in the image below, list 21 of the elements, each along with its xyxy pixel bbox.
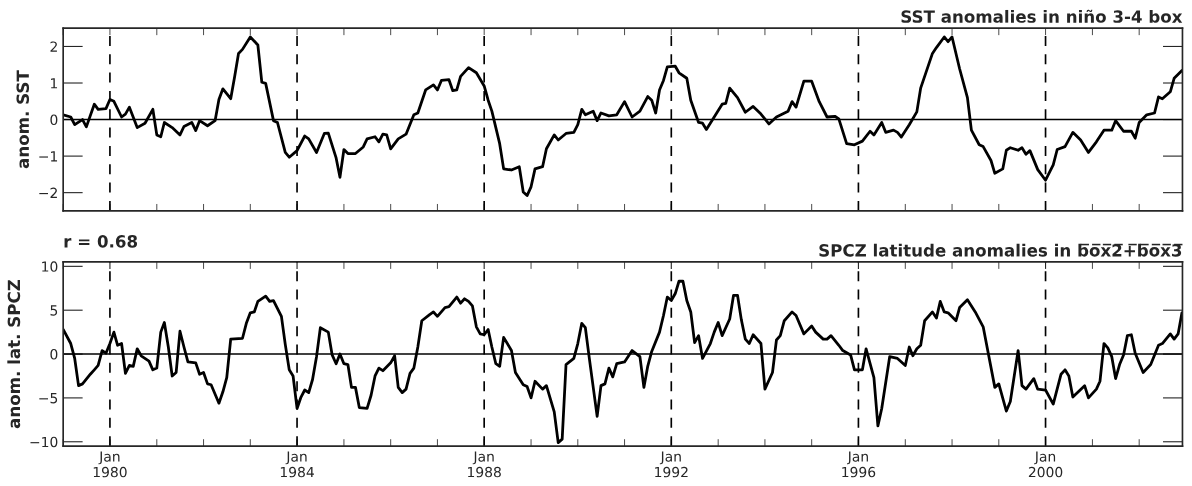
text: r = 0.68 <box>64 235 138 248</box>
y-axis-title: anom. SST <box>16 70 30 169</box>
y-axis-title: anom. lat. SPCZ <box>7 279 21 429</box>
y-tick-label: 0 <box>50 349 58 360</box>
y-tick-label: 1 <box>51 78 58 89</box>
y-tick-label: 2 <box>50 41 57 52</box>
x-tick-label: Jan 1988 <box>468 451 501 478</box>
y-tick-label: 0 <box>50 114 58 126</box>
x-tick-label: Jan 1992 <box>655 451 688 478</box>
x-tick-label: Jan 1996 <box>842 451 876 478</box>
y-tick-label: −2 <box>39 187 57 198</box>
x-tick-label: Jan 2000 <box>1028 451 1063 478</box>
x-tick-label: Jan 1980 <box>93 451 127 478</box>
y-tick-label: 5 <box>50 305 58 316</box>
x-tick-label: Jan 1984 <box>280 451 314 478</box>
y-tick-label: −1 <box>39 151 58 162</box>
chart-title: SPCZ latitude anomalies in b̅o̅x̅2̅+̅b̅o̅x̅3̅ <box>819 243 1183 257</box>
chart-title: SST anomalies in niño 3-4 box <box>901 9 1183 23</box>
y-tick-label: −5 <box>39 393 58 404</box>
y-tick-label: 10 <box>42 261 58 272</box>
y-tick-label: −10 <box>30 436 58 448</box>
